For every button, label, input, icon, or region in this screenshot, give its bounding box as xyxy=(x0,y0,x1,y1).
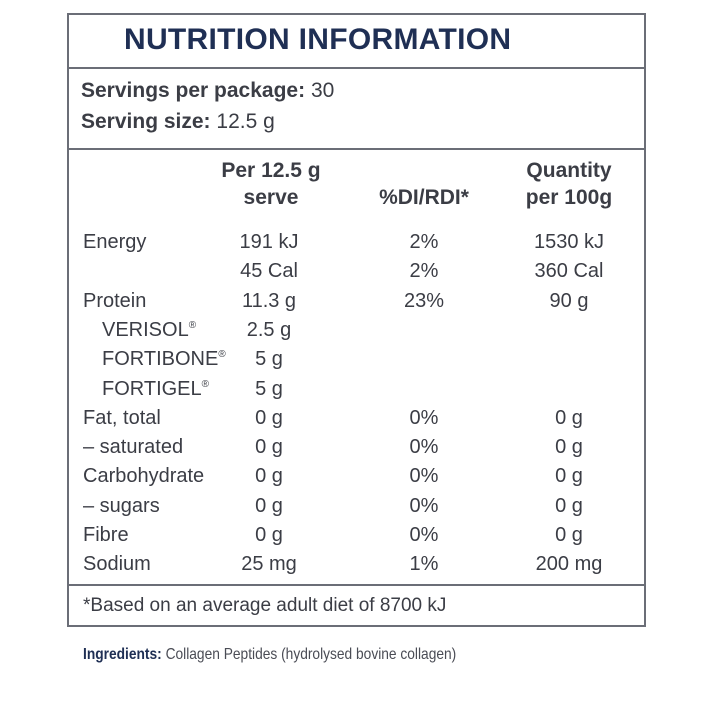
nutrient-name-text: Protein xyxy=(83,289,147,312)
servings-section: Servings per package: 30 Serving size: 1… xyxy=(69,69,644,150)
per-100g-value: 200 mg xyxy=(535,553,603,576)
registered-mark: ® xyxy=(218,349,226,361)
per-serve-value: 191 kJ xyxy=(239,231,299,253)
column-header-di: %DI/RDI* xyxy=(379,186,469,209)
title-row: NUTRITION INFORMATION xyxy=(69,15,644,69)
nutrient-name-text: – saturated xyxy=(83,436,184,459)
table-row: Fat, total 0 g 0% 0 g xyxy=(69,407,644,436)
per-serve-value: 0 g xyxy=(255,524,283,546)
per-serve-value: 0 g xyxy=(255,494,283,517)
per-serve-value: 45 Cal xyxy=(240,260,298,283)
table-row: VERISOL® 2.5 g xyxy=(69,319,644,348)
nutrient-name: FORTIGEL® xyxy=(102,378,209,401)
nutrient-name: Fat, total xyxy=(83,407,161,430)
nutrition-panel: NUTRITION INFORMATION Servings per packa… xyxy=(67,13,646,627)
per-serve-value: 0 g xyxy=(255,406,283,429)
per-100g-value: 0 g xyxy=(555,406,583,429)
nutrient-name-text: FORTIBONE xyxy=(102,348,219,371)
per-100g-value: 0 g xyxy=(555,494,583,517)
di-value: 2% xyxy=(409,260,439,283)
nutrient-name-text: Energy xyxy=(83,231,147,253)
ingredients-line: Ingredients: Collagen Peptides (hydrolys… xyxy=(83,646,456,664)
serving-size-value: 12.5 g xyxy=(216,110,275,133)
nutrient-name-text: Carbohydrate xyxy=(83,465,205,488)
nutrient-name: Carbohydrate xyxy=(83,465,204,488)
table-row: Protein 11.3 g 23% 90 g xyxy=(69,290,644,319)
ingredients-label: Ingredients: xyxy=(83,646,162,663)
per-serve-value: 0 g xyxy=(255,436,283,459)
per-serve-value: 5 g xyxy=(255,377,283,400)
per-100g-value: 0 g xyxy=(555,465,583,488)
servings-per-package-label: Servings per package: xyxy=(81,79,306,102)
serving-size: Serving size: 12.5 g xyxy=(81,110,275,134)
table-row: 45 Cal 2% 360 Cal xyxy=(69,260,644,289)
di-value: 23% xyxy=(403,289,445,312)
nutrient-name: VERISOL® xyxy=(102,319,196,342)
per-100g-value: 1530 kJ xyxy=(533,231,605,253)
per-serve-value: 11.3 g xyxy=(241,289,297,312)
nutrient-name: FORTIBONE® xyxy=(102,348,226,371)
nutrient-name-text: Fibre xyxy=(83,524,129,546)
per-serve-value: 2.5 g xyxy=(246,318,292,341)
nutrient-name: Protein xyxy=(83,290,146,313)
table-row: Fibre 0 g 0% 0 g xyxy=(69,524,644,553)
di-value: 0% xyxy=(409,494,439,517)
table-row: FORTIGEL® 5 g xyxy=(69,378,644,407)
per-100g-value: 90 g xyxy=(549,289,589,312)
table-row: FORTIBONE® 5 g xyxy=(69,348,644,377)
table-row: Carbohydrate 0 g 0% 0 g xyxy=(69,465,644,494)
nutrient-name-text: FORTIGEL xyxy=(102,377,202,400)
per-serve-value: 5 g xyxy=(255,348,283,371)
footnote-row: *Based on an average adult diet of 8700 … xyxy=(69,584,644,627)
registered-mark: ® xyxy=(201,378,210,390)
di-value: 2% xyxy=(409,231,439,253)
nutrient-name: Sodium xyxy=(83,553,151,576)
nutrient-name: – saturated xyxy=(83,436,183,459)
nutrient-name-text: Fat, total xyxy=(83,406,161,429)
nutrient-name: – sugars xyxy=(83,495,160,518)
di-value: 1% xyxy=(409,553,439,576)
nutrient-name-text: Sodium xyxy=(83,553,151,576)
column-header-per-100g: Quantity per 100g xyxy=(509,157,629,211)
per-serve-value: 25 mg xyxy=(241,553,297,576)
panel-title: NUTRITION INFORMATION xyxy=(124,23,512,56)
column-header-per-serve-line2: serve xyxy=(243,186,299,209)
per-serve-value: 0 g xyxy=(255,465,283,488)
table-row: Sodium 25 mg 1% 200 mg xyxy=(69,553,644,582)
column-header-per-serve-line1: Per 12.5 g xyxy=(221,159,321,182)
per-100g-value: 360 Cal xyxy=(534,260,604,283)
di-value: 0% xyxy=(409,406,439,429)
di-value: 0% xyxy=(409,436,439,459)
footnote: *Based on an average adult diet of 8700 … xyxy=(83,595,447,616)
table-row: – saturated 0 g 0% 0 g xyxy=(69,436,644,465)
column-header-per-serve: Per 12.5 g serve xyxy=(211,157,331,211)
serving-size-label: Serving size: xyxy=(81,110,211,133)
column-header-per-100g-line2: per 100g xyxy=(525,186,613,209)
per-100g-value: 0 g xyxy=(555,524,583,546)
di-value: 0% xyxy=(409,524,439,546)
nutrient-name: Energy xyxy=(83,231,146,254)
table-row: – sugars 0 g 0% 0 g xyxy=(69,495,644,524)
ingredients-text: Collagen Peptides (hydrolysed bovine col… xyxy=(165,646,457,663)
di-value: 0% xyxy=(409,465,439,488)
servings-per-package: Servings per package: 30 xyxy=(81,79,334,103)
registered-mark: ® xyxy=(188,319,197,331)
column-header-per-100g-line1: Quantity xyxy=(526,159,612,182)
table-row: Energy 191 kJ 2% 1530 kJ xyxy=(69,231,644,260)
servings-per-package-value: 30 xyxy=(310,79,335,102)
nutrient-name-text: VERISOL xyxy=(102,318,189,341)
nutrient-name: Fibre xyxy=(83,524,129,547)
nutrient-name-text: – sugars xyxy=(83,494,160,517)
per-100g-value: 0 g xyxy=(555,436,583,459)
